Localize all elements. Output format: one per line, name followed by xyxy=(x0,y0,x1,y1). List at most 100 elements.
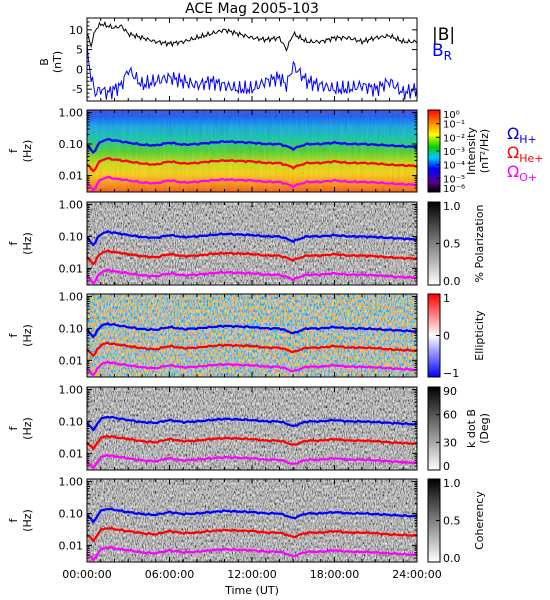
colorbar-label: Intensity xyxy=(465,127,478,175)
y-axis-unit: (nT) xyxy=(51,51,64,73)
y-tick-label: 1.00 xyxy=(59,199,84,212)
colorbar-label: Coherency xyxy=(473,491,486,550)
colorbar-tick-label: 10⁻⁶ xyxy=(443,184,465,195)
colorbar-tick-label: 10⁰ xyxy=(443,110,460,121)
chart-title: ACE Mag 2005-103 xyxy=(185,1,319,17)
gyro-line-oplus xyxy=(86,453,418,470)
colorbar-tick-label: 0.5 xyxy=(443,238,461,251)
colorbar-tick-label: 0 xyxy=(443,460,450,473)
y-tick-label: 1.00 xyxy=(59,384,84,397)
gyro-line-heplus xyxy=(86,341,418,358)
y-tick-label: 0.01 xyxy=(59,354,84,367)
colorbar-label: % Polarization xyxy=(473,205,486,283)
gyro-line-hplus xyxy=(86,137,418,154)
spectrogram-polarization xyxy=(87,202,417,285)
y-axis-label: f xyxy=(7,240,20,245)
colorbar-tick-label: 0 xyxy=(443,330,450,343)
colorbar-tick-label: 0.5 xyxy=(443,515,461,528)
colorbar-label: k dot B xyxy=(465,409,478,448)
y-tick-label: 0.10 xyxy=(59,322,84,335)
x-tick-label: 24:00:00 xyxy=(392,568,441,581)
gyro-line-oplus xyxy=(86,268,418,285)
y-axis-label: f xyxy=(7,425,20,430)
y-tick-label: 0.10 xyxy=(59,415,84,428)
y-tick-label: 1.00 xyxy=(59,291,84,304)
y-tick-label: 0.01 xyxy=(59,262,84,275)
x-axis: 00:00:00 06:00:00 12:00:00 18:00:00 24:00:00… xyxy=(62,568,441,597)
x-tick-label: 12:00:00 xyxy=(227,568,276,581)
y-tick-label: -5 xyxy=(72,83,83,96)
colorbar-tick-label: 10⁻⁴ xyxy=(443,161,465,172)
colorbar-unit: (Deg) xyxy=(478,413,491,444)
spectrogram-kdotb xyxy=(87,387,417,470)
colorbar-tick-label: 10⁻² xyxy=(443,133,465,144)
y-tick-label: 0.01 xyxy=(59,170,84,183)
y-tick-label: 0.01 xyxy=(59,447,84,460)
gyro-line-oplus xyxy=(86,175,418,192)
legend-omega-oplus: ΩO+ xyxy=(507,162,537,184)
y-tick-label: 1.00 xyxy=(59,476,84,489)
colorbar-unit: (nT²/Hz) xyxy=(478,129,491,173)
gyro-line-hplus xyxy=(86,230,418,247)
y-tick-label: 0.10 xyxy=(59,138,84,151)
x-tick-label: 00:00:00 xyxy=(62,568,111,581)
colorbar-tick-label: 1.0 xyxy=(443,477,461,490)
y-axis-unit: (Hz) xyxy=(21,324,34,347)
colorbar-tick-label: 1 xyxy=(443,292,450,305)
legend-b-total: |B| xyxy=(432,25,455,45)
gyro-line-hplus xyxy=(86,415,418,432)
colorbar-tick-label: 60 xyxy=(443,409,457,422)
x-tick-label: 06:00:00 xyxy=(145,568,194,581)
series-line-b-r xyxy=(86,42,418,100)
y-tick-label: 10 xyxy=(69,24,83,37)
y-axis-label: f xyxy=(7,517,20,522)
y-axis-label: B xyxy=(38,58,51,66)
y-axis-unit: (Hz) xyxy=(21,417,34,440)
y-axis-unit: (Hz) xyxy=(21,509,34,532)
colorbar-tick-label: 30 xyxy=(443,436,457,449)
colorbar-kdotb xyxy=(427,386,441,471)
line-plot-frame xyxy=(86,17,418,102)
colorbar-label: Ellipticity xyxy=(473,310,486,361)
colorbar-tick-label: 10⁻⁵ xyxy=(443,174,465,185)
spectrogram-coherency xyxy=(87,479,417,562)
y-tick-label: 0 xyxy=(76,63,83,76)
y-axis-unit: (Hz) xyxy=(21,140,34,163)
legend-omega-sub: H+ xyxy=(519,133,537,146)
gyro-line-hplus xyxy=(86,507,418,524)
gyro-line-oplus xyxy=(86,360,418,377)
spectrogram-ellipticity xyxy=(87,294,417,377)
colorbar-tick-label: 1.0 xyxy=(443,200,461,213)
colorbar-tick-label: 0.0 xyxy=(443,275,461,288)
x-axis-label: Time (UT) xyxy=(224,584,279,597)
colorbar-tick-label: 10⁻¹ xyxy=(443,120,465,131)
gyro-line-hplus xyxy=(86,322,418,339)
series-line-b-total xyxy=(86,20,418,52)
gyro-line-oplus xyxy=(86,545,418,562)
gyro-line-heplus xyxy=(86,526,418,543)
panel-coherency: 1.00 0.10 0.01 f (Hz) 1.0 0.5 0.0 Coherency xyxy=(7,476,486,565)
legend-b-r-sub: R xyxy=(444,49,452,63)
gyro-line-heplus xyxy=(86,434,418,451)
legend-omega-sub: He+ xyxy=(519,152,543,165)
gyro-line-heplus xyxy=(86,249,418,266)
panel-polarization: 1.00 0.10 0.01 f (Hz) 1.0 0.5 0.0 % Polarization xyxy=(7,199,486,288)
y-tick-label: 1.00 xyxy=(59,106,84,119)
y-axis-label: f xyxy=(7,332,20,337)
y-tick-label: 0.01 xyxy=(59,539,84,552)
panel-ellipticity: 1.00 0.10 0.01 f (Hz) 1 0 −1 Ellipticity xyxy=(7,291,486,380)
y-tick-label: 0.10 xyxy=(59,230,84,243)
spectrogram-texture xyxy=(87,110,417,192)
x-tick-label: 18:00:00 xyxy=(310,568,359,581)
colorbar-tick-label: 0.0 xyxy=(443,552,461,565)
panel-kdotb: 1.00 0.10 0.01 f (Hz) 90 60 30 0 k dot B (Deg) xyxy=(7,384,491,473)
gyro-line-heplus xyxy=(86,156,418,173)
y-axis-label: f xyxy=(7,148,20,153)
colorbar-tick-label: −1 xyxy=(443,367,459,380)
gyro-legend: ΩH+ΩHe+ΩO+ xyxy=(507,124,544,184)
colorbar-tick-label: 90 xyxy=(443,385,457,398)
y-axis-unit: (Hz) xyxy=(21,232,34,255)
